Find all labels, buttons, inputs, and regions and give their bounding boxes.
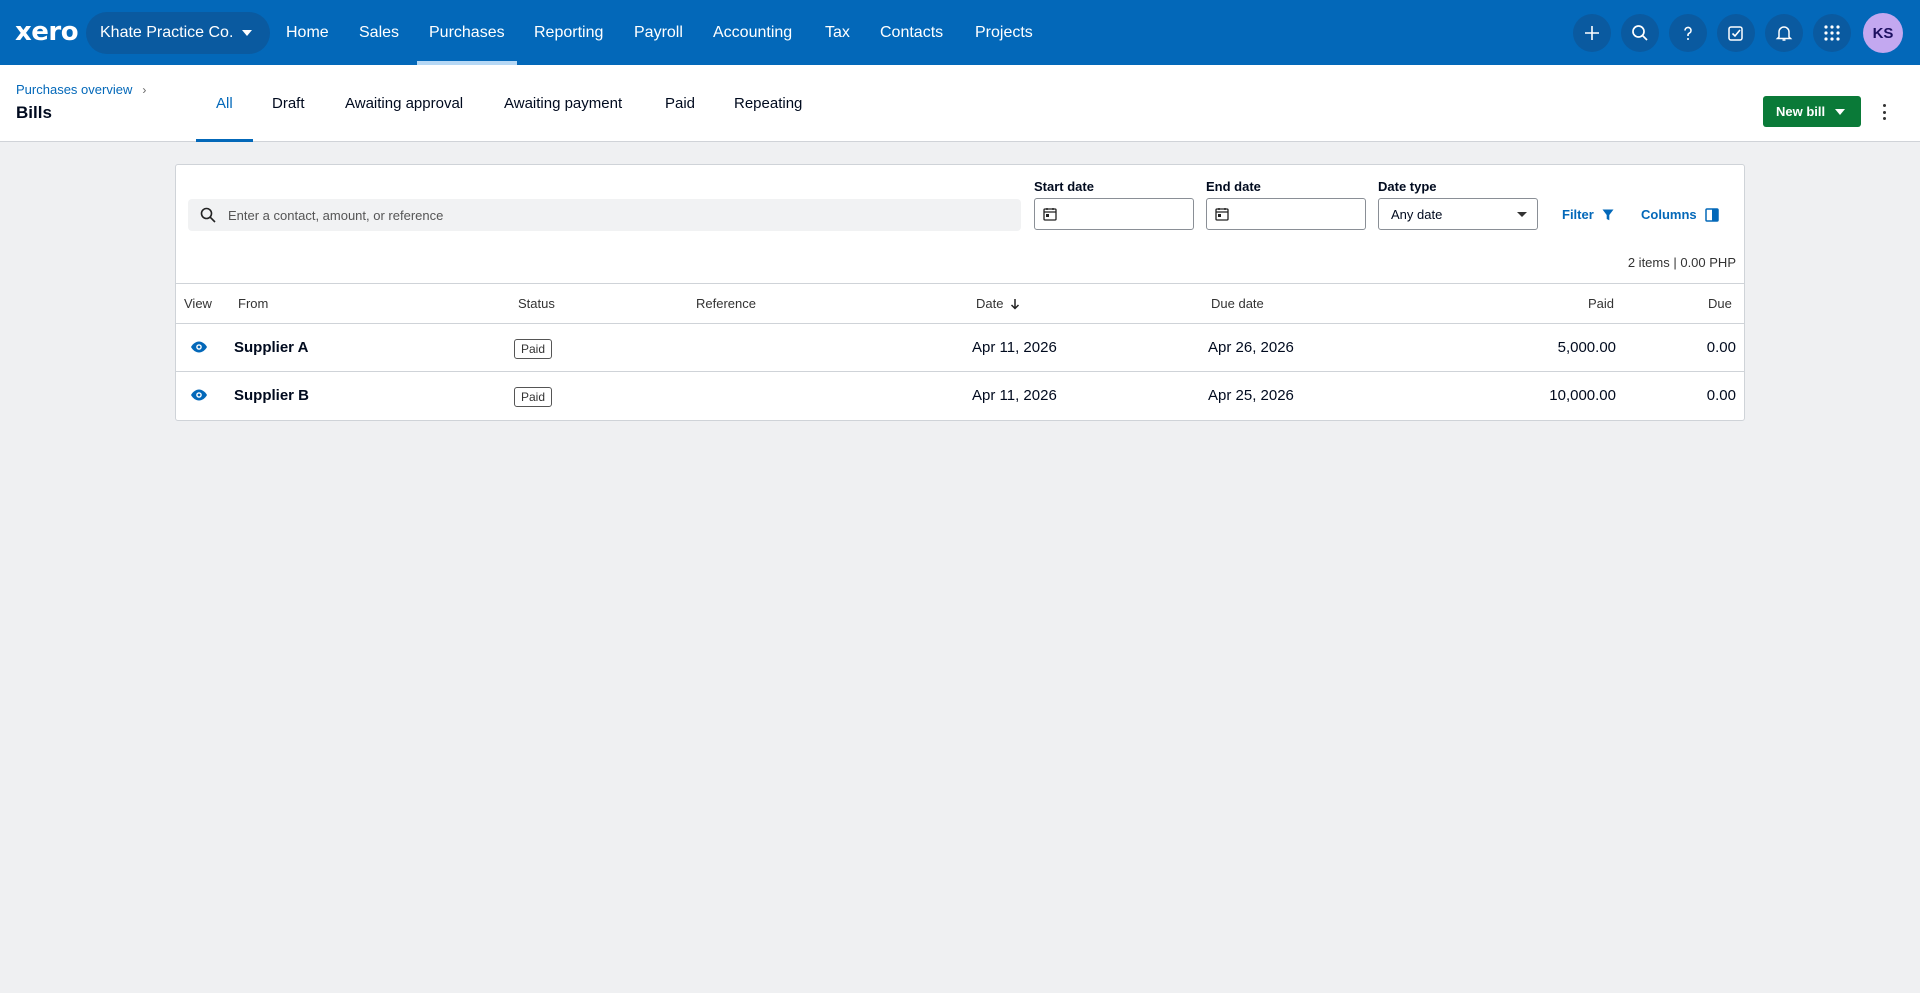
tasks-icon[interactable]: [1717, 14, 1755, 52]
date-type-value: Any date: [1391, 206, 1443, 222]
tab-awaiting-approval[interactable]: Awaiting approval: [345, 95, 464, 112]
filter-icon: [1602, 209, 1614, 221]
eye-icon[interactable]: [190, 388, 208, 402]
table-header: View From Status Reference Date Due date…: [176, 283, 1744, 324]
chevron-right-icon: ›: [142, 82, 147, 97]
search-icon: [198, 205, 218, 225]
row-due: 0.00: [1706, 387, 1736, 404]
table-row[interactable]: Supplier B Paid Apr 11, 2026 Apr 25, 202…: [176, 372, 1744, 420]
more-options-icon[interactable]: [1876, 102, 1892, 122]
bills-card: Start date End date Date type Any date F…: [175, 164, 1745, 421]
col-reference[interactable]: Reference: [696, 296, 756, 311]
breadcrumb-purchases-overview[interactable]: Purchases overview: [16, 82, 133, 97]
row-date: Apr 11, 2026: [972, 339, 1057, 356]
table-row[interactable]: Supplier A Paid Apr 11, 2026 Apr 26, 202…: [176, 324, 1744, 372]
nav-home[interactable]: Home: [286, 23, 329, 41]
avatar[interactable]: KS: [1863, 13, 1903, 53]
nav-accounting[interactable]: Accounting: [713, 23, 793, 41]
filter-label: Filter: [1562, 207, 1594, 222]
status-badge: Paid: [514, 387, 553, 407]
org-switcher[interactable]: Khate Practice Co.: [86, 12, 271, 54]
date-type-label: Date type: [1378, 179, 1437, 194]
nav-payroll[interactable]: Payroll: [634, 23, 683, 41]
top-nav: xero Khate Practice Co. Home Sales Purch…: [0, 0, 1920, 65]
start-date-label: Start date: [1034, 179, 1094, 194]
new-bill-label: New bill: [1776, 104, 1826, 119]
row-from[interactable]: Supplier A: [234, 339, 309, 356]
eye-icon[interactable]: [190, 340, 208, 354]
calendar-icon: [1215, 208, 1229, 221]
end-date-label: End date: [1206, 179, 1261, 194]
status-badge: Paid: [514, 339, 553, 359]
nav-reporting[interactable]: Reporting: [534, 23, 604, 41]
nav-tax[interactable]: Tax: [825, 23, 850, 41]
end-date-field[interactable]: [1206, 198, 1366, 230]
col-due[interactable]: Due: [1708, 296, 1732, 311]
row-from[interactable]: Supplier B: [234, 387, 310, 404]
tab-draft[interactable]: Draft: [272, 95, 305, 112]
col-paid[interactable]: Paid: [1588, 296, 1615, 311]
caret-down-icon: [1517, 211, 1527, 217]
row-date: Apr 11, 2026: [972, 387, 1057, 404]
row-paid: 5,000.00: [1557, 339, 1616, 356]
nav-purchases[interactable]: Purchases: [417, 0, 517, 65]
nav-projects[interactable]: Projects: [975, 23, 1033, 41]
col-date-label: Date: [976, 296, 1004, 311]
bell-icon[interactable]: [1765, 14, 1803, 52]
col-from[interactable]: From: [238, 296, 269, 311]
nav-contacts[interactable]: Contacts: [880, 23, 944, 41]
calendar-icon: [1043, 208, 1057, 221]
org-name: Khate Practice Co.: [100, 24, 234, 41]
col-date[interactable]: Date: [976, 296, 1020, 311]
columns-icon: [1704, 207, 1719, 222]
xero-logo[interactable]: xero: [15, 17, 79, 47]
apps-grid-icon[interactable]: [1813, 14, 1851, 52]
row-due: 0.00: [1706, 339, 1736, 356]
search-bar: [188, 199, 1021, 231]
col-view: View: [184, 296, 212, 311]
date-type-select[interactable]: Any date: [1378, 198, 1538, 230]
tab-awaiting-payment[interactable]: Awaiting payment: [504, 95, 623, 112]
plus-icon[interactable]: [1573, 14, 1611, 52]
page-title: Bills: [16, 103, 52, 122]
search-input[interactable]: [228, 207, 1008, 223]
page-header: Purchases overview › Bills All Draft Awa…: [0, 65, 1920, 142]
search-icon[interactable]: [1621, 14, 1659, 52]
tab-paid[interactable]: Paid: [665, 95, 696, 112]
caret-down-icon: [1835, 108, 1846, 115]
new-bill-button[interactable]: New bill: [1763, 96, 1862, 127]
col-status[interactable]: Status: [518, 296, 555, 311]
row-due-date: Apr 26, 2026: [1208, 339, 1294, 356]
caret-down-icon: [242, 30, 253, 36]
start-date-field[interactable]: [1034, 198, 1194, 230]
sort-down-icon: [1011, 298, 1020, 310]
row-paid: 10,000.00: [1549, 387, 1616, 404]
nav-sales[interactable]: Sales: [359, 23, 400, 41]
columns-button[interactable]: Columns: [1641, 207, 1719, 222]
items-summary: 2 items | 0.00 PHP: [1627, 255, 1736, 270]
row-due-date: Apr 25, 2026: [1208, 387, 1294, 404]
columns-label: Columns: [1641, 207, 1697, 222]
col-due-date[interactable]: Due date: [1211, 296, 1264, 311]
tab-repeating[interactable]: Repeating: [734, 95, 803, 112]
breadcrumb: Purchases overview ›: [16, 82, 146, 97]
help-icon[interactable]: [1669, 14, 1707, 52]
tab-all[interactable]: All: [196, 65, 252, 142]
filter-button[interactable]: Filter: [1562, 207, 1614, 222]
